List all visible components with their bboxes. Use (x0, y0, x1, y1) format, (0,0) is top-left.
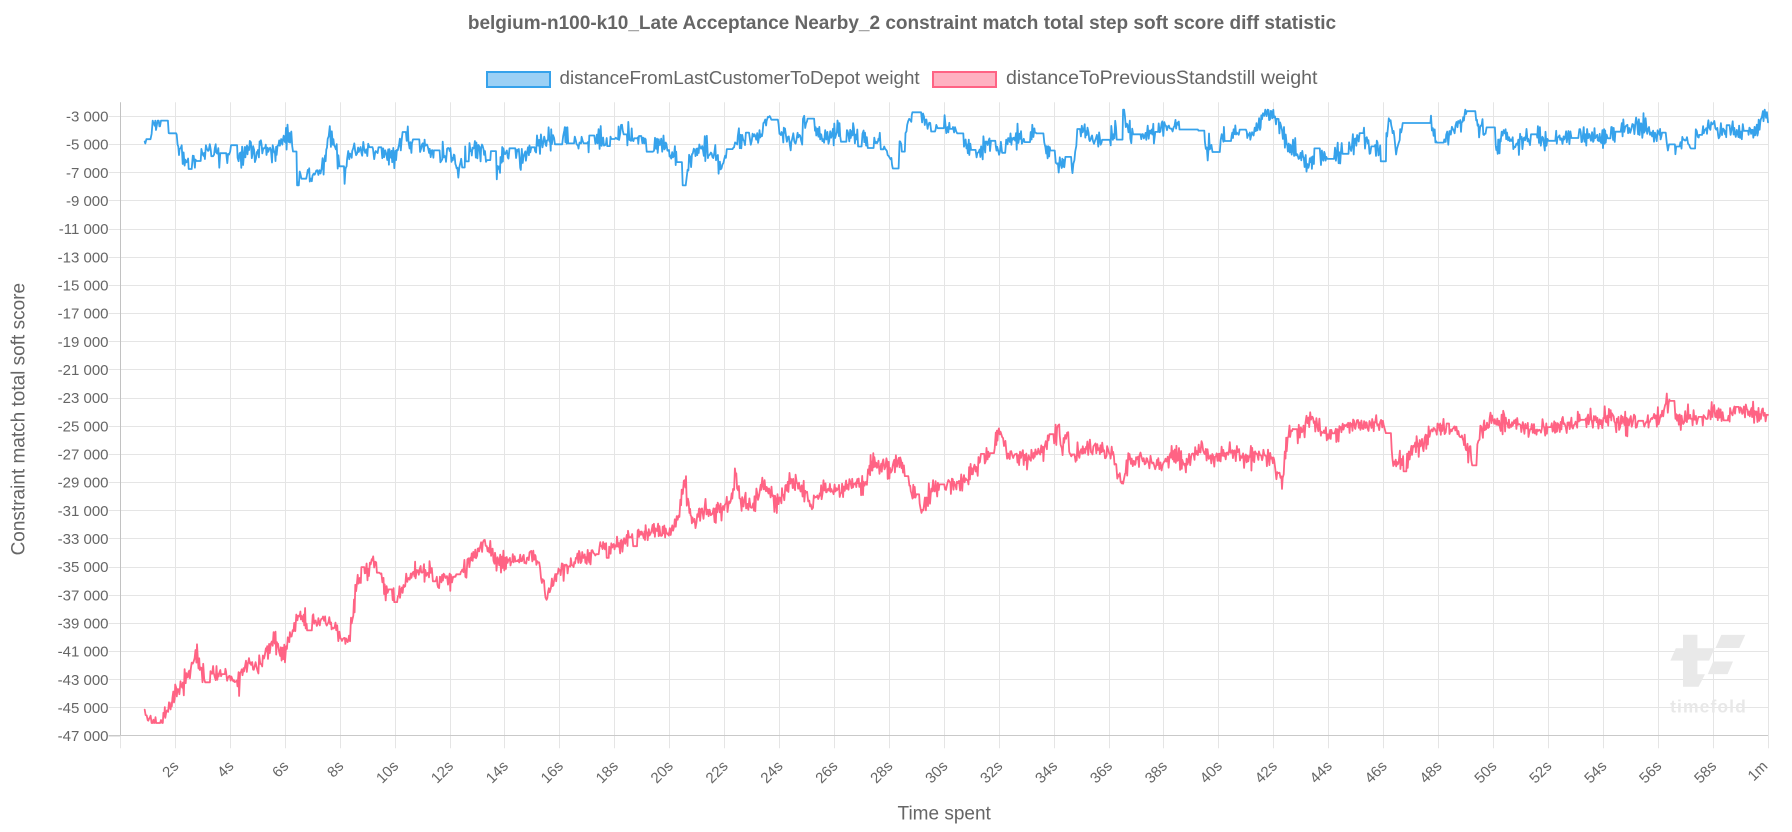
svg-text:-33 000: -33 000 (58, 531, 109, 548)
svg-text:32s: 32s (977, 758, 1006, 787)
svg-text:-23 000: -23 000 (58, 390, 109, 407)
svg-text:-43 000: -43 000 (58, 672, 109, 689)
svg-text:46s: 46s (1362, 758, 1391, 787)
svg-text:-15 000: -15 000 (58, 278, 109, 295)
svg-text:10s: 10s (373, 758, 402, 787)
svg-text:timefold: timefold (1670, 697, 1747, 717)
svg-text:-25 000: -25 000 (58, 418, 109, 435)
svg-text:Time spent: Time spent (898, 804, 992, 825)
svg-text:24s: 24s (757, 758, 786, 787)
svg-text:-47 000: -47 000 (58, 728, 109, 745)
svg-text:-13 000: -13 000 (58, 249, 109, 266)
svg-text:-21 000: -21 000 (58, 362, 109, 379)
svg-text:36s: 36s (1087, 758, 1116, 787)
svg-text:-7 000: -7 000 (66, 165, 109, 182)
svg-text:42s: 42s (1252, 758, 1281, 787)
svg-text:-37 000: -37 000 (58, 587, 109, 604)
svg-text:50s: 50s (1471, 758, 1500, 787)
svg-text:58s: 58s (1691, 758, 1720, 787)
svg-text:20s: 20s (648, 758, 677, 787)
svg-text:-5 000: -5 000 (66, 137, 109, 154)
svg-text:-3 000: -3 000 (66, 109, 109, 126)
svg-text:28s: 28s (867, 758, 896, 787)
svg-text:48s: 48s (1416, 758, 1445, 787)
svg-text:1m: 1m (1745, 758, 1772, 785)
svg-text:14s: 14s (483, 758, 512, 787)
svg-text:40s: 40s (1197, 758, 1226, 787)
svg-text:6s: 6s (269, 758, 292, 781)
svg-text:22s: 22s (703, 758, 732, 787)
svg-text:18s: 18s (593, 758, 622, 787)
svg-text:-27 000: -27 000 (58, 447, 109, 464)
svg-text:38s: 38s (1142, 758, 1171, 787)
svg-text:Constraint match total soft sc: Constraint match total soft score (9, 283, 30, 555)
svg-text:4s: 4s (214, 758, 237, 781)
svg-text:30s: 30s (922, 758, 951, 787)
svg-text:26s: 26s (812, 758, 841, 787)
svg-text:-45 000: -45 000 (58, 700, 109, 717)
svg-text:54s: 54s (1581, 758, 1610, 787)
svg-text:52s: 52s (1526, 758, 1555, 787)
svg-text:44s: 44s (1307, 758, 1336, 787)
svg-text:-39 000: -39 000 (58, 616, 109, 633)
svg-text:16s: 16s (538, 758, 567, 787)
svg-text:8s: 8s (324, 758, 347, 781)
svg-text:12s: 12s (428, 758, 457, 787)
svg-text:-35 000: -35 000 (58, 559, 109, 576)
svg-text:-31 000: -31 000 (58, 503, 109, 520)
svg-text:-41 000: -41 000 (58, 644, 109, 661)
svg-text:-11 000: -11 000 (59, 221, 109, 238)
svg-text:-29 000: -29 000 (58, 475, 109, 492)
svg-text:-9 000: -9 000 (66, 193, 109, 210)
svg-text:-17 000: -17 000 (58, 306, 109, 323)
svg-text:2s: 2s (159, 758, 182, 781)
svg-text:34s: 34s (1032, 758, 1061, 787)
svg-text:-19 000: -19 000 (58, 334, 109, 351)
svg-text:56s: 56s (1636, 758, 1665, 787)
